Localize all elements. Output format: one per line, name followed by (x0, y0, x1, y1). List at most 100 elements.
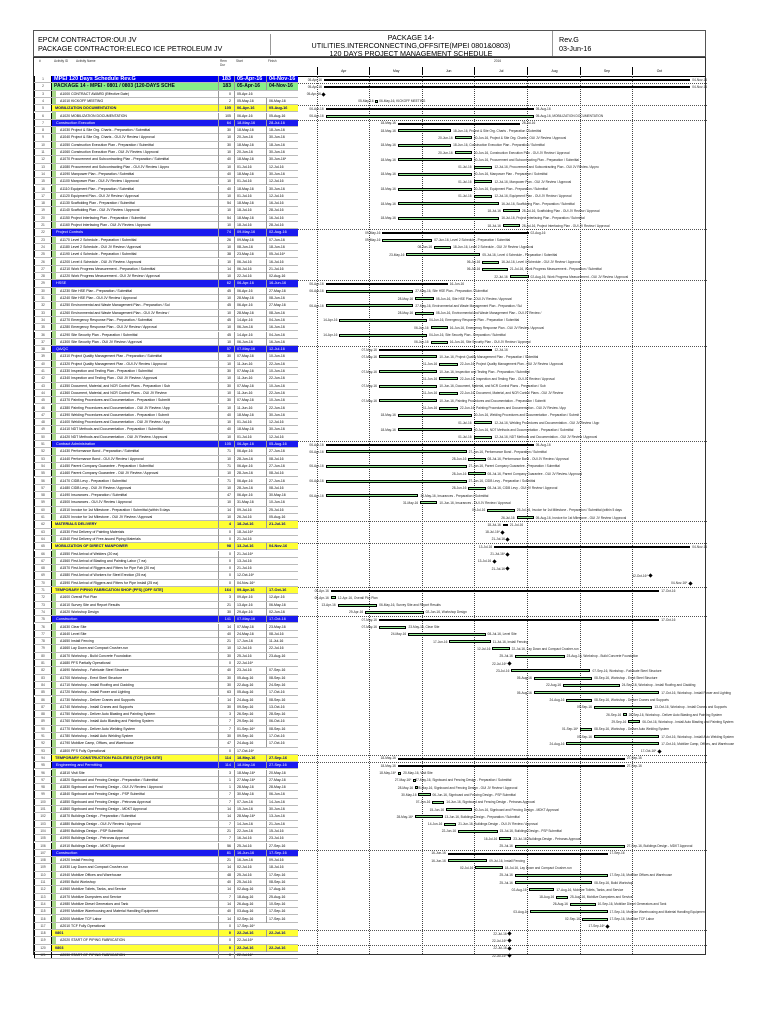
table-row[interactable]: 115 A1990 Mobilize Warehousing and Materi… (34, 908, 298, 916)
table-row[interactable]: 86 A1730 Workshop - Deliver Cranes and Su… (34, 696, 298, 704)
table-row[interactable]: 2 PACKAGE 14 - MPEI - 0801 / 0803 (120-DA… (34, 83, 298, 91)
table-row[interactable]: 49 A1410 NDT Methods and Documentation - … (34, 426, 298, 434)
activity-bar[interactable] (397, 158, 472, 162)
table-row[interactable]: 100 A1850 Signboard and Fencing Design - … (34, 798, 298, 806)
activity-bar[interactable] (447, 859, 488, 863)
table-row[interactable]: 46 A1380 Painting Procedures and Document… (34, 404, 298, 412)
summary-bar[interactable] (325, 108, 534, 111)
activity-bar[interactable] (433, 245, 452, 249)
activity-bar[interactable] (339, 318, 428, 322)
table-row[interactable]: 37 A1300 Site Security Plan - OUI JV Revi… (34, 338, 298, 347)
activity-bar[interactable] (446, 808, 472, 811)
table-row[interactable]: 67 A1560 First Arrival of Blasting and Pa… (34, 557, 298, 566)
table-row[interactable]: 95 Engineering and Permitting 114 18-May-16… (34, 762, 298, 770)
activity-bar[interactable] (397, 172, 472, 176)
table-row[interactable]: 16 A1110 Equipment Plan - Preparation / S… (34, 185, 298, 193)
table-row[interactable]: 58 A1490 Insurances - Preparation / Submi… (34, 492, 298, 500)
table-row[interactable]: 27 A1210 Work Progress Measurement - Prep… (34, 265, 298, 274)
summary-bar[interactable] (330, 590, 660, 592)
activity-bar[interactable] (325, 114, 534, 118)
table-row[interactable]: 66 A1550 First Arrival of Welders (20 ea)… (34, 550, 298, 558)
table-row[interactable]: 25 A1190 Level 4 Schedule - Preparation /… (34, 251, 298, 259)
table-row[interactable]: 42 A1340 Inspection and Testing Plan - OU… (34, 375, 298, 383)
milestone-diamond-icon[interactable] (657, 748, 662, 754)
table-row[interactable]: 79 A1660 Lay Down and Compact Crusher-run… (34, 645, 298, 653)
milestone-diamond-icon[interactable] (500, 529, 505, 535)
table-row[interactable]: 120 0803 0 22-Jul-16 22-Jul-16 (34, 944, 298, 952)
activity-bar[interactable] (509, 275, 529, 279)
table-row[interactable]: 47 A1390 Welding Procedures and Documenta… (34, 411, 298, 420)
table-row[interactable]: 34 A1270 Emergency Response Plan - Prepar… (34, 316, 298, 325)
activity-bar[interactable] (458, 829, 498, 833)
table-row[interactable]: 112 A1960 Mobilize Toilets, Tanks, and Se… (34, 886, 298, 894)
activity-bar[interactable] (593, 705, 653, 709)
milestone-diamond-icon[interactable] (505, 551, 511, 557)
table-row[interactable]: 19 A1140 Scaffolding Plan - OUI JV Review… (34, 207, 298, 215)
table-row[interactable]: 84 A1710 Workshop - Install Roofing and C… (34, 681, 298, 690)
table-row[interactable]: 82 A1690 Workshop - Fabricate Steel Struc… (34, 667, 298, 675)
activity-bar[interactable] (397, 143, 452, 147)
activity-bar[interactable] (514, 844, 625, 848)
table-row[interactable]: 9 A1040 Project & Site Org. Charts - OUI … (34, 134, 298, 142)
milestone-diamond-icon[interactable] (507, 938, 512, 944)
table-row[interactable]: 31 A1240 Site HSE Plan - OUI JV Review / … (34, 295, 298, 303)
table-row[interactable]: 88 A1750 Workshop - Deliver Auto Blasting… (34, 711, 298, 719)
table-row[interactable]: 70 A1590 First Arrival of Riggers and Fit… (34, 579, 298, 587)
table-row[interactable]: 91 A1780 Workshop - Install Auto Welding … (34, 733, 298, 741)
activity-bar[interactable] (430, 340, 448, 344)
table-row[interactable]: 104 A1890 Buildings Design - PSP Submitta… (34, 827, 298, 836)
table-row[interactable]: 33 A1260 Environmental and Waste Manageme… (34, 309, 298, 317)
milestone-diamond-icon[interactable] (507, 661, 512, 666)
summary-bar[interactable] (447, 852, 608, 855)
table-row[interactable]: 43 A1350 Document, Material, and NCR Cont… (34, 382, 298, 390)
activity-bar[interactable] (397, 216, 500, 220)
activity-bar[interactable] (339, 333, 428, 337)
activity-bar[interactable] (430, 326, 448, 330)
table-row[interactable]: 118 0801 0 22-Jul-16 22-Jul-16 (34, 930, 298, 938)
activity-bar[interactable] (581, 917, 608, 921)
activity-bar[interactable] (415, 786, 419, 790)
table-row[interactable]: 71 TEMPORARY PIPING FABRICATION SHOP (PFS… (34, 587, 298, 595)
summary-bar[interactable] (378, 349, 493, 352)
activity-bar[interactable] (408, 632, 486, 636)
table-row[interactable]: 101 A1860 Signboard and Fencing Design - … (34, 806, 298, 814)
table-row[interactable]: 7 Construction Execution 64 18-May-16 28-Jul… (34, 119, 298, 128)
table-row[interactable]: 11 A1060 Construction Execution Plan - OU… (34, 149, 298, 157)
table-row[interactable]: 102 A1870 Buildings Design - Preparation … (34, 813, 298, 821)
activity-bar[interactable] (365, 610, 424, 614)
table-row[interactable]: 117 A2010 TCF Fully Operational 0 17-Sep-16… (34, 922, 298, 931)
table-row[interactable]: 96 A1810 Visit Site 3 18-May-16* 20-May-16 (34, 769, 298, 777)
activity-bar[interactable] (454, 151, 472, 154)
table-row[interactable]: 113 A1970 Mobilize Dumpsters and Service 7… (34, 893, 298, 901)
table-row[interactable]: 54 A1450 Parent Company Guarantee - Prepa… (34, 462, 298, 471)
table-row[interactable]: 80 A1670 Workshop - Build Concrete Founda… (34, 652, 298, 660)
activity-bar[interactable] (533, 691, 660, 695)
table-row[interactable]: 60 A1510 Invoice for 1st Milestone - Prep… (34, 506, 298, 514)
activity-bar[interactable] (473, 180, 493, 184)
activity-bar[interactable] (499, 837, 512, 841)
activity-bar[interactable] (330, 596, 336, 600)
table-row[interactable]: 75 Construction 141 07-May-16 17-Oct-16 (34, 616, 298, 624)
table-row[interactable]: 78 A1650 Install Fencing 21 17-Jun-16 11-Jul… (34, 638, 298, 646)
activity-bar[interactable] (378, 625, 407, 629)
table-row[interactable]: 18 A1130 Scaffolding Plan - Preparation /… (34, 200, 298, 208)
table-row[interactable]: 53 A1440 Performance Bond - OUI JV Review… (34, 455, 298, 463)
activity-bar[interactable] (420, 501, 438, 505)
activity-bar[interactable] (454, 136, 472, 140)
summary-bar[interactable] (325, 283, 448, 286)
activity-bar[interactable] (556, 895, 569, 899)
table-row[interactable]: 114 A1980 Mobilize Diesel Generators and … (34, 900, 298, 909)
activity-bar[interactable] (473, 194, 493, 198)
activity-bar[interactable] (473, 421, 493, 425)
milestone-diamond-icon[interactable] (321, 91, 326, 97)
table-row[interactable]: 29 HSSE 62 06-Apr-16 16-Jun-16 (34, 280, 298, 288)
activity-bar[interactable] (378, 399, 438, 403)
activity-bar[interactable] (397, 771, 402, 775)
table-row[interactable]: 52 A1430 Performance Bond - Preparation /… (34, 448, 298, 456)
table-row[interactable]: 8 A1030 Project & Site Org. Charts - Prep… (34, 127, 298, 135)
activity-bar[interactable] (628, 720, 641, 724)
table-row[interactable]: 57 A1480 CIDB Levy - OUI JV Review / Appr… (34, 484, 298, 493)
summary-bar[interactable] (494, 546, 691, 549)
milestone-diamond-icon[interactable] (505, 566, 511, 571)
activity-bar[interactable] (530, 910, 608, 914)
